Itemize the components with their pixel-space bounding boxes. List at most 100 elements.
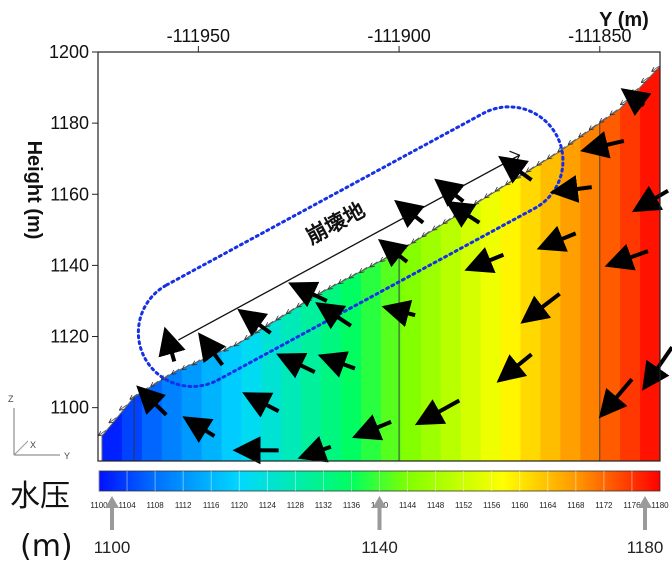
flow-arrow	[377, 238, 409, 268]
y-tick-label: 1100	[50, 398, 89, 418]
flow-arrow	[631, 185, 670, 213]
pressure-band	[560, 66, 582, 461]
colorbar-tick-label: 1120	[231, 501, 249, 510]
colorbar-unit: (m)	[20, 529, 73, 564]
surface-vector	[172, 368, 180, 374]
x-tick-label: -111900	[367, 26, 430, 46]
pressure-bands	[102, 66, 660, 461]
pressure-band	[640, 66, 660, 461]
flow-arrow	[434, 178, 465, 207]
flow-arrow	[580, 131, 625, 159]
surface-vector	[433, 224, 441, 230]
plot-frame	[97, 51, 661, 462]
flow-arrow	[598, 377, 634, 419]
surface-vector	[590, 124, 597, 129]
flow-arrow	[288, 281, 328, 308]
landslide-outline	[136, 105, 565, 388]
colorbar-tick-label: 1168	[567, 501, 585, 510]
flow-arrow	[604, 243, 649, 271]
surface-vector	[109, 417, 117, 422]
triad-z-label: Z	[8, 394, 14, 404]
pressure-band	[221, 66, 243, 461]
pressure-band	[301, 66, 322, 461]
y-tick-label: 1140	[50, 255, 89, 275]
x-axis-title: Y (m)	[599, 9, 649, 31]
y-axis-ticks: 1100 1120 1140 1160 1180 1200	[49, 42, 98, 418]
surface-vector	[569, 138, 576, 144]
surface-vector	[235, 340, 242, 346]
y-tick-label: 1120	[50, 327, 89, 347]
axes-triad: Z X Y	[8, 394, 70, 461]
pressure-band	[281, 66, 303, 461]
flow-arrow	[642, 346, 672, 391]
colorbar-tick-label: 1156	[483, 501, 501, 510]
surface-vector	[548, 153, 556, 159]
surface-vector	[329, 283, 336, 289]
y-tick-label: 1180	[50, 113, 89, 133]
colorbar-tick-label: 1124	[259, 501, 277, 510]
colorbar-tick-label: 1100	[90, 501, 108, 510]
colorbar-tick-label: 1144	[399, 501, 417, 510]
colorbar-tick-label: 1172	[595, 501, 613, 510]
flow-arrow	[136, 385, 168, 417]
x-tick-label: -111950	[167, 26, 230, 46]
pressure-band	[520, 66, 542, 461]
surface-vector	[99, 429, 107, 435]
pressure-band	[181, 66, 203, 461]
triad-x-label: X	[30, 440, 36, 450]
flow-arrow	[242, 392, 280, 418]
x-axis-ticks: -111950 -111900 -111850	[167, 26, 631, 52]
pressure-band	[460, 66, 482, 461]
surface-vector	[537, 159, 545, 165]
colorbar-tick-label: 1116	[203, 501, 220, 510]
colorbar-label: 水压	[10, 479, 70, 514]
flow-arrow	[381, 299, 416, 327]
surface-vector	[370, 261, 378, 267]
pressure-band	[102, 66, 123, 461]
surface-vector	[276, 314, 284, 320]
pressure-band	[341, 66, 362, 461]
flow-arrow	[315, 302, 353, 330]
colorbar-callout-arrow	[638, 496, 652, 530]
surface-vector	[610, 109, 618, 115]
surface-vector	[183, 364, 190, 369]
pressure-band	[400, 66, 422, 461]
triad-y-label: Y	[64, 451, 70, 461]
flow-arrow	[464, 247, 505, 274]
y-axis-title: Height (m)	[23, 141, 45, 240]
surface-vector	[360, 266, 368, 272]
surface-vector	[412, 237, 420, 243]
surface-vector	[558, 146, 566, 152]
colorbar-callout-label: 1100	[94, 538, 131, 557]
colorbar-callout-label: 1140	[361, 538, 398, 557]
colorbar-tick-label: 1148	[427, 501, 445, 510]
colorbar-callout-label: 1180	[627, 538, 664, 557]
landslide-label: 崩壊地	[302, 198, 369, 249]
y-tick-label: 1200	[49, 42, 89, 62]
colorbar-tick-label: 1160	[511, 501, 529, 510]
pressure-field	[101, 65, 660, 461]
pressure-band	[600, 66, 621, 461]
surface-vector	[151, 380, 159, 386]
flow-arrow	[620, 88, 652, 117]
flow-arrow	[498, 155, 533, 184]
flow-arrows	[136, 88, 672, 465]
colorbar-tick-label: 1112	[175, 501, 192, 510]
flow-arrow	[276, 353, 316, 379]
pressure-band	[161, 66, 183, 461]
flow-arrow	[549, 175, 593, 203]
surface-vector	[350, 272, 357, 278]
colorbar-tick-label: 1176	[623, 501, 641, 510]
colorbar-tick-label: 1104	[118, 501, 136, 510]
pressure-band	[261, 66, 283, 461]
x-tick-label: -111850	[568, 26, 631, 46]
colorbar-tick-label: 1108	[146, 501, 164, 510]
flow-arrow	[158, 326, 186, 362]
flow-arrow	[394, 199, 425, 229]
flow-arrow	[182, 416, 216, 443]
surface-vector	[652, 65, 660, 71]
flow-arrow	[536, 225, 577, 252]
surface-vector	[339, 278, 347, 283]
flow-arrow	[197, 332, 226, 367]
